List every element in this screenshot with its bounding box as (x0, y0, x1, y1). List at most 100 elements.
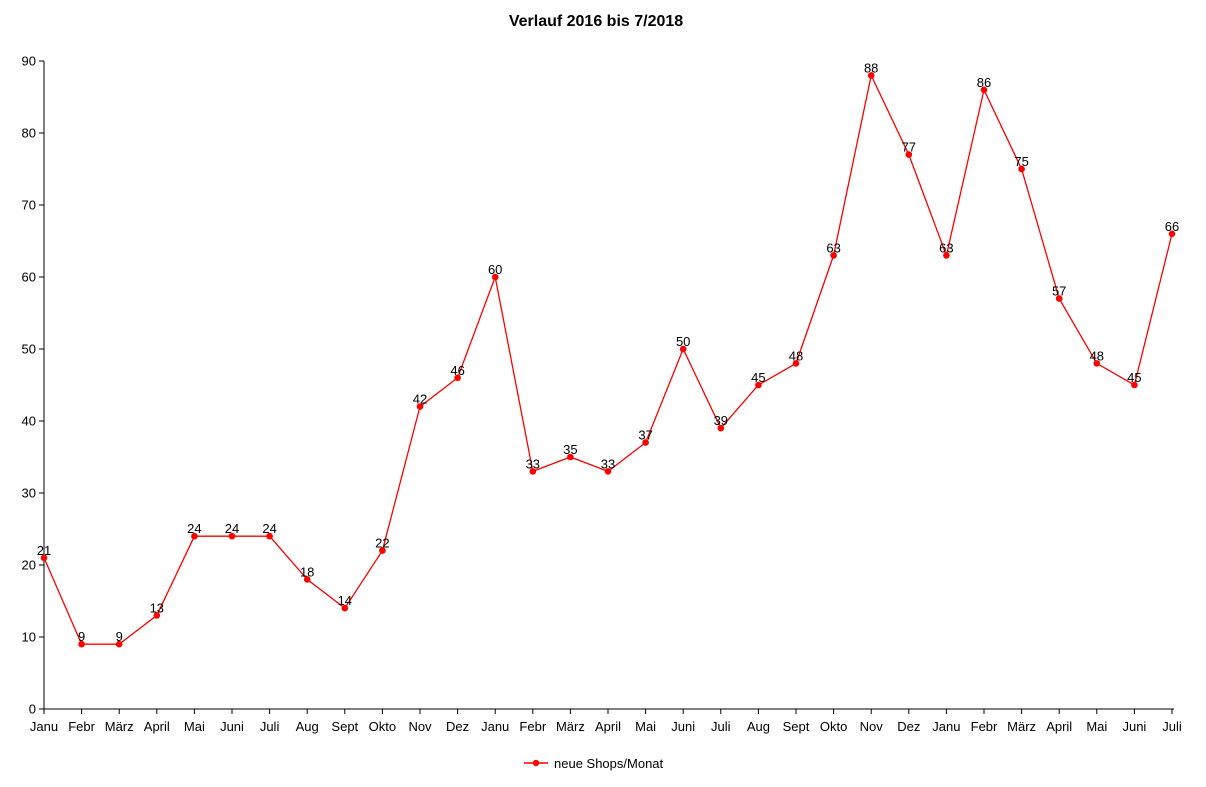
data-point (792, 360, 800, 367)
data-label: 60 (488, 262, 502, 277)
data-label: 33 (601, 456, 615, 471)
data-label: 21 (37, 543, 51, 558)
x-tick-label: Janu (30, 719, 58, 734)
x-tick-label: Aug (747, 719, 770, 734)
legend-entry-label: neue Shops/Monat (554, 756, 664, 771)
x-tick-label: Janu (481, 719, 509, 734)
x-tick-label: Aug (296, 719, 319, 734)
data-point (830, 252, 837, 259)
y-tick-label: 90 (22, 54, 36, 69)
x-axis-ticks: Janu Febr März April Mai Juni Juli Aug Sept Okto N… (30, 709, 1182, 734)
data-point (867, 72, 875, 79)
data-label: 86 (977, 75, 991, 90)
chart-axes (43, 61, 1174, 710)
x-tick-label: Juni (671, 719, 695, 734)
data-point (980, 86, 988, 94)
x-tick-label: Juli (260, 719, 280, 734)
data-label: 42 (413, 392, 427, 407)
data-point (454, 374, 461, 382)
data-label: 63 (826, 240, 840, 255)
data-label: 77 (902, 140, 916, 155)
data-label: 46 (450, 363, 464, 378)
data-point (567, 453, 574, 461)
data-point (943, 252, 950, 259)
x-tick-label: Sept (783, 719, 810, 734)
data-label: 18 (300, 564, 314, 579)
data-point (679, 345, 687, 353)
data-label: 50 (676, 334, 690, 349)
data-point (491, 273, 499, 281)
data-label: 48 (789, 348, 803, 363)
data-point (341, 604, 349, 612)
data-point (416, 403, 424, 410)
x-tick-label: Nov (408, 719, 432, 734)
y-tick-label: 60 (22, 270, 36, 285)
data-label: 24 (225, 521, 239, 536)
data-point (115, 640, 123, 648)
legend-marker (532, 759, 540, 767)
data-label: 13 (150, 600, 164, 615)
y-tick-label: 30 (22, 486, 36, 501)
series-line (43, 73, 1173, 645)
x-tick-label: Okto (369, 719, 396, 734)
data-point (40, 554, 48, 562)
data-point (642, 439, 649, 446)
data-label: 48 (1090, 348, 1104, 363)
data-point (755, 381, 762, 389)
data-label: 88 (864, 60, 878, 75)
x-tick-label: Mai (635, 719, 656, 734)
x-tick-label: Mai (184, 719, 205, 734)
data-label: 75 (1014, 154, 1028, 169)
x-tick-label: Nov (860, 719, 884, 734)
data-point (78, 640, 85, 648)
x-tick-label: März (105, 719, 134, 734)
data-label: 9 (78, 629, 85, 644)
y-tick-label: 0 (29, 702, 36, 717)
x-tick-label: Mai (1086, 719, 1107, 734)
chart-title: Verlauf 2016 bis 7/2018 (509, 13, 683, 30)
data-label: 33 (526, 456, 540, 471)
data-label: 37 (638, 428, 652, 443)
x-tick-label: April (595, 719, 621, 734)
y-axis-ticks: 0 10 20 30 40 50 60 70 80 90 (22, 54, 44, 717)
data-point (228, 532, 236, 540)
x-tick-label: Juli (711, 719, 731, 734)
y-tick-label: 70 (22, 198, 36, 213)
data-point (379, 547, 386, 554)
x-tick-label: April (1046, 719, 1072, 734)
x-tick-label: Febr (971, 719, 998, 734)
data-point (1131, 381, 1138, 389)
data-label: 66 (1165, 219, 1179, 234)
x-tick-label: März (1007, 719, 1036, 734)
x-tick-label: Juni (1122, 719, 1146, 734)
data-point (1018, 165, 1025, 173)
data-label: 57 (1052, 284, 1066, 299)
data-label: 45 (1127, 370, 1141, 385)
data-label: 24 (262, 521, 276, 536)
data-label: 39 (714, 413, 728, 428)
x-tick-label: Febr (519, 719, 546, 734)
data-label: 24 (187, 521, 201, 536)
series-group (40, 72, 1176, 648)
data-point (717, 424, 725, 432)
data-point (529, 468, 537, 475)
x-tick-label: April (144, 719, 170, 734)
x-tick-label: Juni (220, 719, 244, 734)
data-point (266, 532, 273, 540)
data-point (1055, 295, 1063, 302)
data-label: 35 (563, 442, 577, 457)
x-tick-label: Febr (68, 719, 95, 734)
x-tick-label: Dez (897, 719, 920, 734)
data-point (1093, 360, 1101, 367)
data-point (905, 151, 913, 158)
data-point (1168, 230, 1176, 238)
data-point (191, 532, 198, 540)
y-tick-label: 20 (22, 558, 36, 573)
x-tick-label: Dez (446, 719, 469, 734)
data-point (604, 468, 612, 475)
x-tick-label: Okto (820, 719, 847, 734)
data-label: 45 (751, 370, 765, 385)
x-tick-label: Sept (331, 719, 358, 734)
legend: neue Shops/Monat (524, 756, 664, 771)
